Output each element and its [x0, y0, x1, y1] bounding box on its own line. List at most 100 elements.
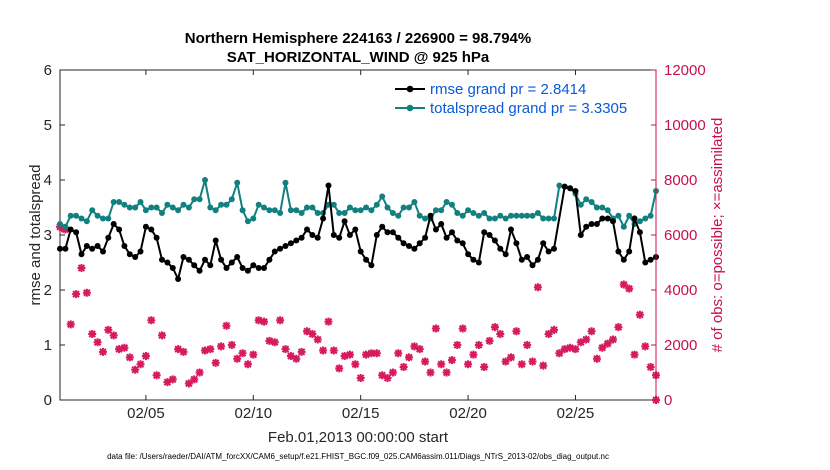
totalspread-point [207, 204, 214, 211]
totalspread-point [588, 199, 595, 205]
obs-marker [276, 316, 285, 325]
obs-marker [66, 320, 75, 329]
y-left-tick-label: 4 [44, 172, 52, 189]
obs-marker [131, 365, 140, 374]
totalspread-point [100, 215, 106, 222]
totalspread-point [497, 212, 504, 219]
totalspread-point [395, 212, 402, 219]
rmse-point [169, 265, 176, 271]
y-left-tick-label: 0 [44, 392, 52, 409]
obs-marker [517, 360, 526, 369]
rmse-point [475, 259, 482, 266]
totalspread-point [384, 204, 391, 211]
totalspread-point [438, 207, 445, 214]
obs-marker [136, 360, 145, 369]
rmse-point [491, 237, 498, 244]
rmse-point [577, 232, 584, 238]
totalspread-point [529, 212, 536, 219]
obs-marker [442, 368, 451, 377]
obs-marker [109, 331, 118, 340]
rmse-point [180, 254, 187, 260]
obs-marker [458, 324, 467, 333]
obs-marker [329, 346, 338, 355]
totalspread-point [604, 207, 611, 214]
totalspread-point [470, 210, 477, 216]
totalspread-point [513, 212, 520, 219]
rmse-point [357, 248, 364, 255]
totalspread-point [373, 201, 380, 208]
totalspread-point [196, 196, 203, 203]
totalspread-point [411, 199, 418, 205]
obs-marker [528, 357, 537, 366]
rmse-point [518, 256, 525, 263]
totalspread-point [642, 215, 649, 222]
rmse-point [604, 215, 611, 222]
rmse-point [314, 234, 321, 241]
rmse-point [309, 232, 316, 238]
obs-marker [211, 358, 220, 367]
totalspread-point [282, 179, 289, 186]
totalspread-point [212, 207, 219, 214]
rmse-point [620, 256, 627, 263]
totalspread-point [626, 212, 633, 219]
rmse-point [282, 243, 289, 249]
totalspread-point [540, 215, 547, 222]
obs-marker [324, 317, 333, 326]
totalspread-point [389, 210, 396, 216]
rmse-point [636, 229, 643, 236]
totalspread-point [261, 204, 267, 211]
obs-marker [571, 345, 580, 354]
totalspread-point [266, 207, 273, 214]
rmse-point [502, 251, 509, 258]
x-tick-label: 02/15 [342, 405, 380, 422]
obs-marker [523, 341, 532, 349]
rmse-point [218, 256, 225, 263]
rmse-point [228, 259, 235, 266]
obs-marker [174, 345, 183, 354]
rmse-point [363, 256, 370, 263]
totalspread-point [309, 204, 316, 211]
obs-marker [362, 350, 371, 359]
rmse-point [481, 229, 488, 236]
obs-marker [163, 378, 172, 387]
y-axis-left: 0 1 2 3 4 5 6 [44, 62, 65, 409]
obs-marker [410, 342, 419, 351]
totalspread-point [341, 210, 348, 216]
obs-marker [88, 330, 97, 338]
rmse-point [593, 221, 600, 227]
rmse-point [610, 218, 616, 225]
totalspread-point [62, 223, 69, 230]
x-axis: 02/05 02/10 02/15 02/20 02/25 [127, 70, 594, 422]
obs-marker [614, 323, 623, 332]
obs-marker [356, 374, 365, 382]
rmse-point [497, 245, 504, 252]
totalspread-point [545, 215, 552, 222]
totalspread-point [293, 207, 300, 214]
rmse-point [384, 229, 391, 236]
rmse-point [159, 256, 165, 263]
obs-marker [98, 347, 107, 356]
totalspread-point [148, 204, 155, 211]
obs-marker [539, 361, 548, 370]
obs-marker [582, 335, 591, 344]
rmse-point [89, 245, 96, 252]
rmse-point [148, 226, 155, 233]
obs-marker [372, 349, 381, 358]
obs-series [56, 222, 660, 404]
obs-marker [302, 327, 311, 336]
totalspread-series [57, 177, 659, 230]
obs-marker [158, 331, 167, 340]
totalspread-point [239, 207, 246, 214]
rmse-point [567, 185, 574, 192]
obs-marker [345, 350, 354, 359]
obs-marker [93, 338, 102, 347]
totalspread-point [126, 204, 133, 211]
rmse-point [336, 234, 343, 241]
rmse-point [105, 234, 112, 241]
y-left-tick-label: 3 [44, 227, 52, 244]
totalspread-point [250, 215, 257, 222]
legend-spread-label: totalspread grand pr = 3.3305 [430, 100, 627, 117]
rmse-point [175, 276, 182, 282]
totalspread-point [121, 201, 128, 208]
